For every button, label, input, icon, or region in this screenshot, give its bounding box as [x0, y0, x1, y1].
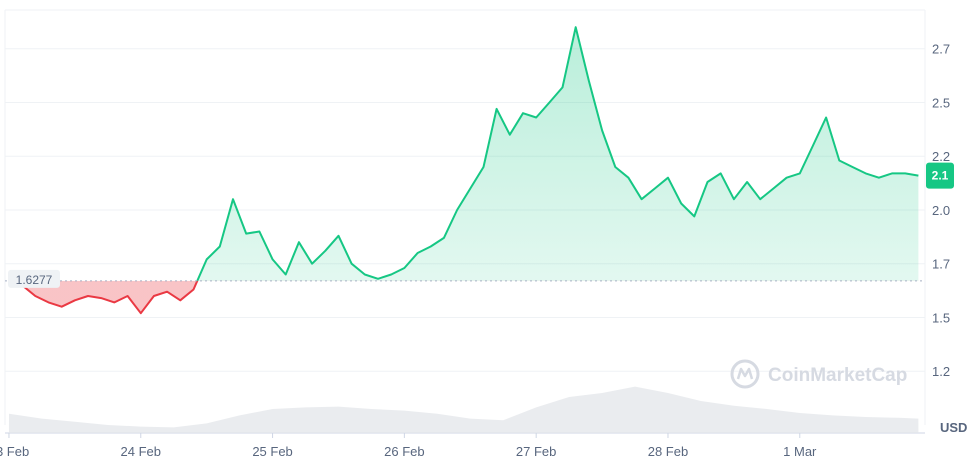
baseline-label: 1.6277 — [16, 273, 53, 287]
watermark: CoinMarketCap — [730, 359, 907, 389]
y-tick-label: 2.0 — [932, 203, 950, 218]
volume-area-path — [8, 386, 919, 433]
price-line-up — [8, 26, 919, 281]
x-tick-label: 24 Feb — [121, 444, 161, 457]
volume-area — [8, 386, 919, 433]
y-tick-label: 1.2 — [932, 364, 950, 379]
current-price-bg — [926, 162, 954, 189]
y-tick-label: 1.5 — [932, 310, 950, 325]
x-tick-label: 28 Feb — [648, 444, 688, 457]
price-area-up — [9, 27, 919, 281]
price-line-down — [11, 280, 199, 315]
coinmarketcap-logo-icon — [730, 359, 760, 389]
watermark-text: CoinMarketCap — [768, 365, 907, 386]
x-tick-label: 23 Feb — [0, 444, 29, 457]
y-tick-label: 2.5 — [932, 95, 950, 110]
y-tick-label: 2.7 — [932, 42, 950, 57]
baseline-label-bg — [8, 269, 60, 288]
unit-label: USD — [940, 420, 967, 435]
price-lines — [8, 26, 919, 315]
x-tick-label: 26 Feb — [384, 444, 424, 457]
current-price-label: 2.1 — [932, 169, 949, 183]
x-tick-label: 1 Mar — [783, 444, 817, 457]
x-axis: 23 Feb 24 Feb 25 Feb 26 Feb 27 Feb 28 Feb 1 Ma… — [0, 433, 817, 457]
price-fills — [9, 27, 919, 314]
x-tick-label: 27 Feb — [516, 444, 556, 457]
y-tick-label: 2.2 — [932, 149, 950, 164]
x-tick-label: 25 Feb — [252, 444, 292, 457]
price-area-down — [9, 280, 919, 314]
baseline-marker: 1.6277 — [5, 269, 925, 288]
y-axis: 2.7 2.5 2.2 2.0 1.7 1.5 1.2 — [932, 42, 950, 380]
y-tick-label: 1.7 — [932, 257, 950, 272]
current-price-badge: 2.1 — [926, 162, 954, 189]
